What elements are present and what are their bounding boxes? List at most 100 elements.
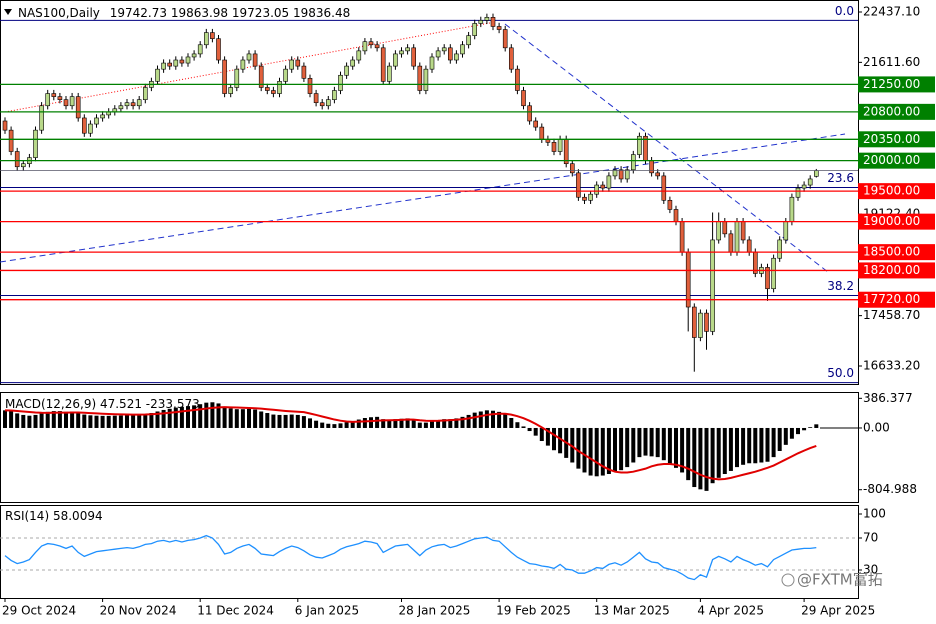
- y-tick-label: 21611.60: [863, 55, 920, 69]
- macd-bar: [667, 427, 672, 465]
- candle-body: [277, 81, 282, 94]
- macd-bar: [15, 413, 20, 428]
- x-tick-label: 6 Jan 2025: [295, 604, 359, 618]
- macd-bar: [454, 418, 459, 428]
- macd-bar: [527, 427, 532, 432]
- candle-body: [612, 169, 618, 177]
- menu-arrow: [4, 9, 12, 15]
- candle-body: [508, 47, 514, 70]
- candle-body: [466, 35, 471, 46]
- candle-body: [63, 99, 69, 107]
- macd-bar: [515, 422, 520, 428]
- macd-bar: [533, 427, 538, 436]
- candle-body: [386, 65, 392, 82]
- candle-body: [100, 114, 105, 119]
- y-tick-label: 17458.70: [863, 308, 920, 322]
- macd-bar: [405, 418, 410, 428]
- macd-bar: [350, 421, 355, 428]
- macd-bar: [393, 419, 398, 428]
- macd-bar: [674, 427, 678, 468]
- macd-bar: [259, 411, 264, 428]
- candle-body: [606, 175, 612, 189]
- macd-bar: [265, 413, 270, 428]
- candle-body: [454, 53, 459, 61]
- candle-body: [39, 105, 44, 131]
- macd-bar: [466, 414, 471, 428]
- macd-bar: [143, 414, 148, 428]
- candle-body: [624, 169, 630, 180]
- candle-body: [2, 120, 8, 131]
- macd-bar: [716, 427, 721, 478]
- chart-layer: 22437.1021611.6019122.4017458.7016633.20…: [0, 4, 935, 618]
- level-box: [858, 213, 935, 230]
- macd-bar: [509, 418, 514, 428]
- watermark: @FXTM富拓: [797, 571, 883, 589]
- macd-bar: [503, 414, 508, 428]
- candle-body: [673, 209, 679, 222]
- candle-body: [551, 142, 557, 152]
- candle-body: [356, 50, 362, 61]
- level-box: [858, 244, 935, 261]
- candle-body: [569, 163, 575, 174]
- macd-bar: [173, 407, 178, 428]
- candle-body: [588, 193, 593, 201]
- macd-bar: [320, 422, 325, 428]
- candle-body: [167, 62, 172, 67]
- x-tick-label: 29 Apr 2025: [801, 604, 875, 618]
- candle-body: [173, 59, 179, 67]
- candle-body: [771, 257, 776, 290]
- macd-bar: [613, 427, 617, 472]
- candle-body: [362, 41, 368, 52]
- macd-bar: [289, 414, 294, 428]
- macd-bar: [771, 427, 776, 458]
- candle-body: [417, 65, 423, 91]
- macd-bar: [430, 421, 434, 428]
- macd-bar: [735, 427, 739, 468]
- candle-body: [197, 44, 203, 55]
- candle-body: [393, 53, 398, 67]
- macd-bar: [436, 420, 441, 428]
- candle-body: [33, 129, 38, 158]
- macd-bar: [399, 418, 404, 428]
- macd-bar: [753, 427, 758, 464]
- macd-bar: [411, 419, 416, 428]
- macd-bar: [625, 427, 630, 468]
- candle-body: [722, 221, 728, 235]
- candle-body: [411, 47, 417, 67]
- candle-body: [405, 47, 410, 52]
- candle-body: [155, 68, 160, 82]
- candle-body: [258, 65, 264, 88]
- candle-body: [423, 68, 429, 91]
- macd-bar: [423, 422, 428, 428]
- x-tick-label: 28 Jan 2025: [399, 604, 471, 618]
- macd-bar: [222, 406, 227, 428]
- candle-body: [283, 68, 288, 82]
- macd-bar: [808, 427, 813, 428]
- candle-body: [594, 184, 600, 195]
- candle-body: [484, 17, 490, 21]
- y-tick-label: 16633.20: [863, 358, 920, 372]
- macd-bar: [369, 417, 373, 428]
- candle-body: [368, 41, 374, 46]
- macd-bar: [210, 402, 215, 428]
- candle-body: [222, 59, 227, 94]
- level-box: [858, 262, 935, 279]
- x-tick-label: 13 Mar 2025: [594, 604, 670, 618]
- candle-body: [582, 196, 587, 201]
- candle-body: [161, 62, 166, 70]
- candle-body: [777, 239, 783, 259]
- level-box: [858, 152, 935, 169]
- candle-body: [801, 184, 807, 189]
- macd-bar: [375, 416, 380, 428]
- candle-body: [246, 53, 252, 61]
- candle-body: [240, 59, 246, 70]
- candle-body: [630, 154, 636, 171]
- fib-label: 38.2: [827, 279, 854, 293]
- candle-body: [734, 221, 740, 253]
- macd-bar: [661, 427, 666, 461]
- macd-bar: [314, 420, 319, 428]
- candle-body: [533, 120, 539, 128]
- candle-body: [295, 59, 301, 67]
